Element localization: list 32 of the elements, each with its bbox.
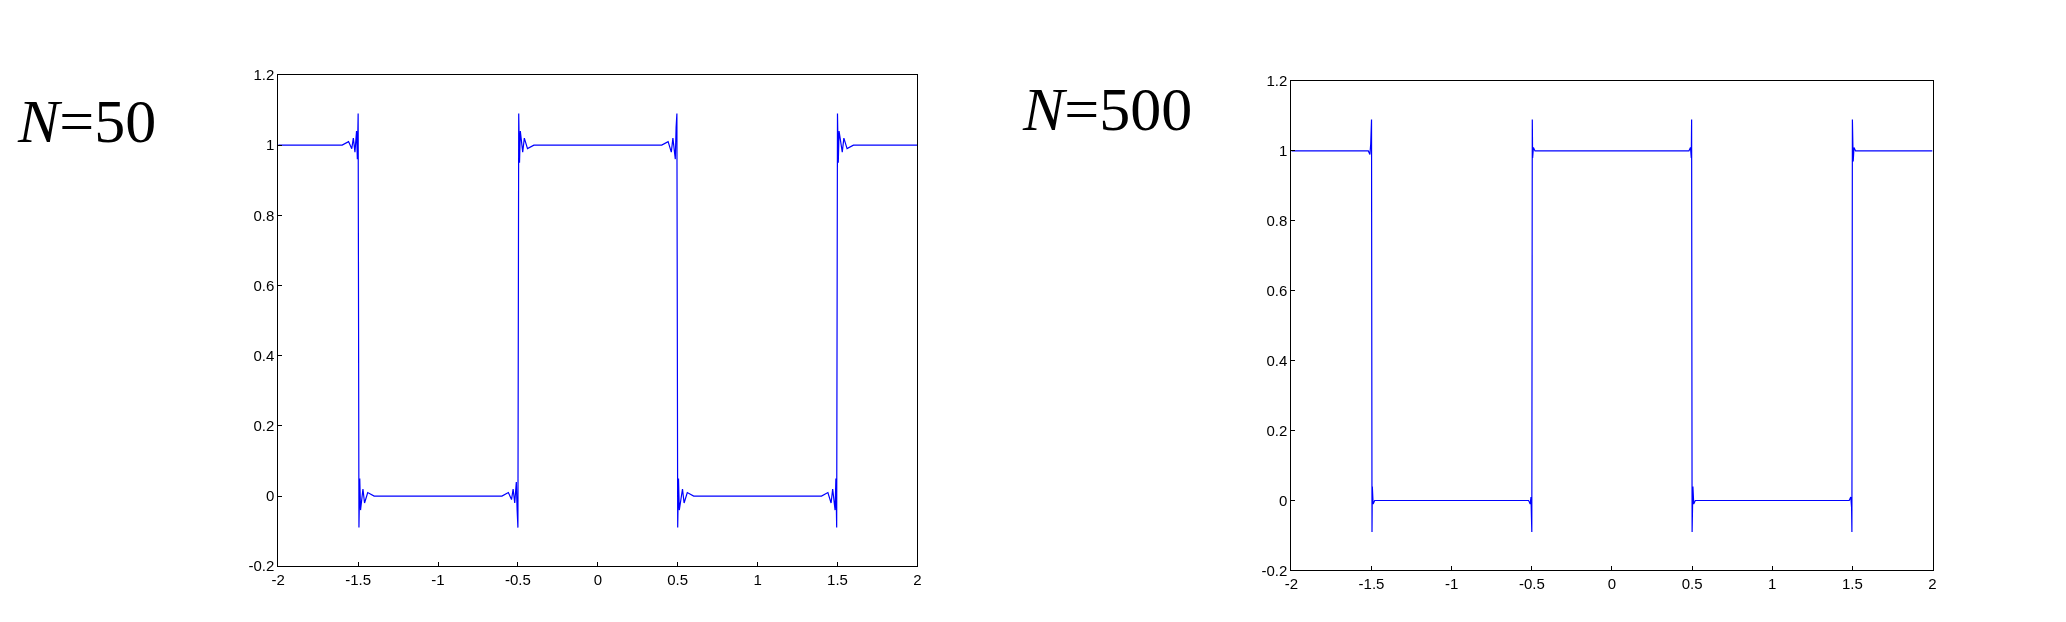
chart-title: N=500 xyxy=(1022,75,1193,143)
x-tick-label: 1 xyxy=(1768,575,1777,593)
y-tick-label: 1.2 xyxy=(1266,72,1288,90)
x-tick-label: 0.5 xyxy=(1681,575,1703,593)
x-tick-label: -1 xyxy=(431,571,445,589)
y-tick-label: 1.2 xyxy=(253,66,275,84)
y-tick-label: 0 xyxy=(1279,491,1288,509)
y-tick-label: 0.4 xyxy=(1266,351,1288,369)
x-tick-label: 0.5 xyxy=(667,571,689,589)
x-tick-label: 2 xyxy=(913,571,922,589)
y-tick-label: 0.4 xyxy=(253,346,275,364)
y-tick-label: 0.2 xyxy=(253,417,275,435)
x-tick-label: 2 xyxy=(1928,575,1937,593)
x-tick-label: 0 xyxy=(593,571,602,589)
x-tick-label: 1.5 xyxy=(827,571,848,589)
y-tick-label: 1 xyxy=(265,136,275,154)
x-tick-label: 1.5 xyxy=(1841,575,1863,593)
x-tick-label: -1.5 xyxy=(1358,575,1385,593)
x-tick-label: -1.5 xyxy=(345,571,372,589)
x-tick-label: -0.5 xyxy=(504,571,531,589)
chart-title: N=50 xyxy=(17,87,157,155)
x-tick-label: 0 xyxy=(1607,575,1617,593)
y-tick-label: 0.8 xyxy=(253,206,275,224)
x-tick-label: 1 xyxy=(753,571,762,589)
y-tick-label: 1 xyxy=(1279,142,1288,160)
x-tick-label: -1 xyxy=(1444,575,1459,593)
y-tick-label: 0.6 xyxy=(253,276,275,294)
y-tick-label: 0.8 xyxy=(1266,212,1288,230)
y-tick-label: 0.2 xyxy=(1266,421,1288,439)
y-tick-label: 0 xyxy=(265,487,275,505)
y-tick-label: 0.6 xyxy=(1266,282,1288,300)
x-tick-label: -0.5 xyxy=(1518,575,1545,593)
